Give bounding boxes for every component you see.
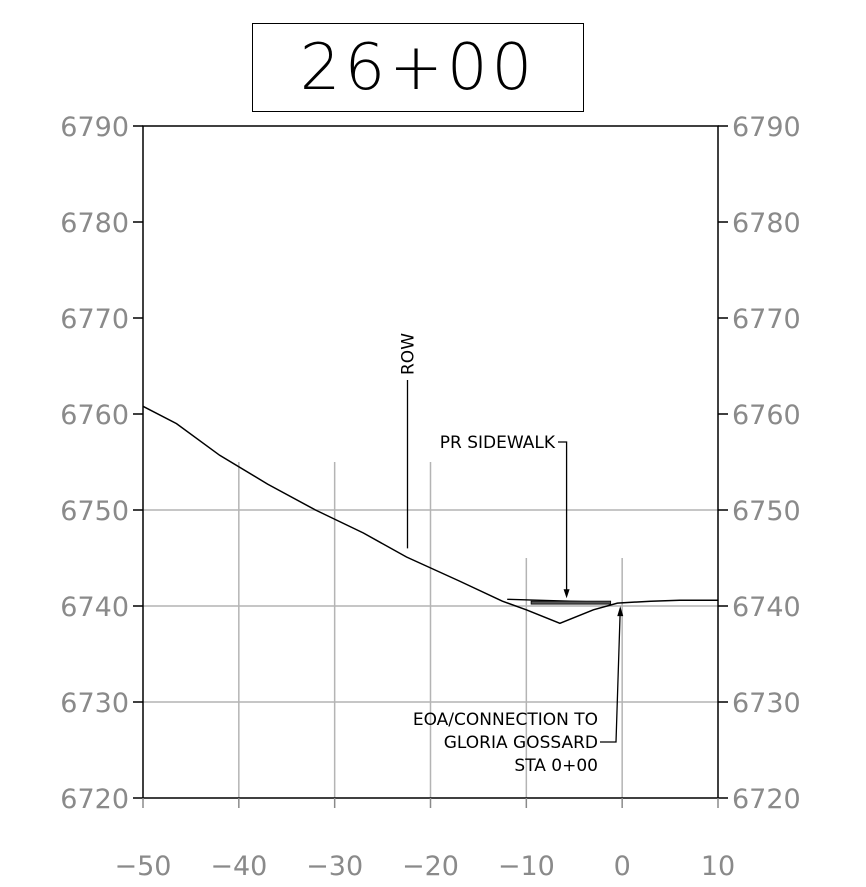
y-tick-label-left: 6770 xyxy=(60,304,129,335)
y-axis-labels-left: 6790 6780 6770 6760 6750 6740 6730 6720 xyxy=(60,112,129,815)
y-tick-label-right: 6740 xyxy=(732,592,801,623)
y-tick-label-left: 6720 xyxy=(60,784,129,815)
existing-ground-line xyxy=(142,405,718,625)
grid-lines xyxy=(143,462,718,798)
y-tick-label-right: 6730 xyxy=(732,688,801,719)
pr-sidewalk-arrowhead xyxy=(563,589,570,599)
x-tick-label: −40 xyxy=(210,851,267,882)
y-tick-label-left: 6740 xyxy=(60,592,129,623)
x-tick-label: 0 xyxy=(614,851,631,882)
ground-profile xyxy=(142,405,718,625)
x-tick-label: −50 xyxy=(115,851,172,882)
y-tick-label-left: 6780 xyxy=(60,208,129,239)
y-tick-label-right: 6760 xyxy=(732,400,801,431)
x-axis-labels: −50 −40 −30 −20 −10 0 10 xyxy=(115,851,736,882)
eoa-leader xyxy=(600,609,621,743)
y-tick-label-right: 6770 xyxy=(732,304,801,335)
y-tick-label-right: 6780 xyxy=(732,208,801,239)
y-tick-label-right: 6750 xyxy=(732,496,801,527)
annotations: ROW PR SIDEWALK EOA/CONNECTION TO GLORIA GO… xyxy=(399,333,624,776)
eoa-label-line: STA 0+00 xyxy=(514,756,598,776)
x-tick-label: −20 xyxy=(402,851,459,882)
y-tick-label-right: 6720 xyxy=(732,784,801,815)
x-tick-label: 10 xyxy=(701,851,735,882)
eoa-label-line: EOA/CONNECTION TO xyxy=(413,710,598,730)
x-tick-label: −10 xyxy=(498,851,555,882)
y-tick-label-left: 6760 xyxy=(60,400,129,431)
sidewalk-slab xyxy=(530,600,612,605)
eoa-arrowhead xyxy=(617,606,624,617)
pr-sidewalk-leader xyxy=(558,441,568,596)
y-tick-label-left: 6790 xyxy=(60,112,129,143)
axis-ticks xyxy=(133,125,728,808)
eoa-label-line: GLORIA GOSSARD xyxy=(444,733,598,753)
row-label: ROW xyxy=(399,333,419,375)
station-title-box: 26+00 xyxy=(252,23,584,112)
x-tick-label: −30 xyxy=(306,851,363,882)
y-axis-labels-right: 6790 6780 6770 6760 6750 6740 6730 6720 xyxy=(732,112,801,815)
y-tick-label-left: 6750 xyxy=(60,496,129,527)
pr-sidewalk-label: PR SIDEWALK xyxy=(440,433,556,453)
y-tick-label-left: 6730 xyxy=(60,688,129,719)
station-title: 26+00 xyxy=(299,30,537,105)
y-tick-label-right: 6790 xyxy=(732,112,801,143)
